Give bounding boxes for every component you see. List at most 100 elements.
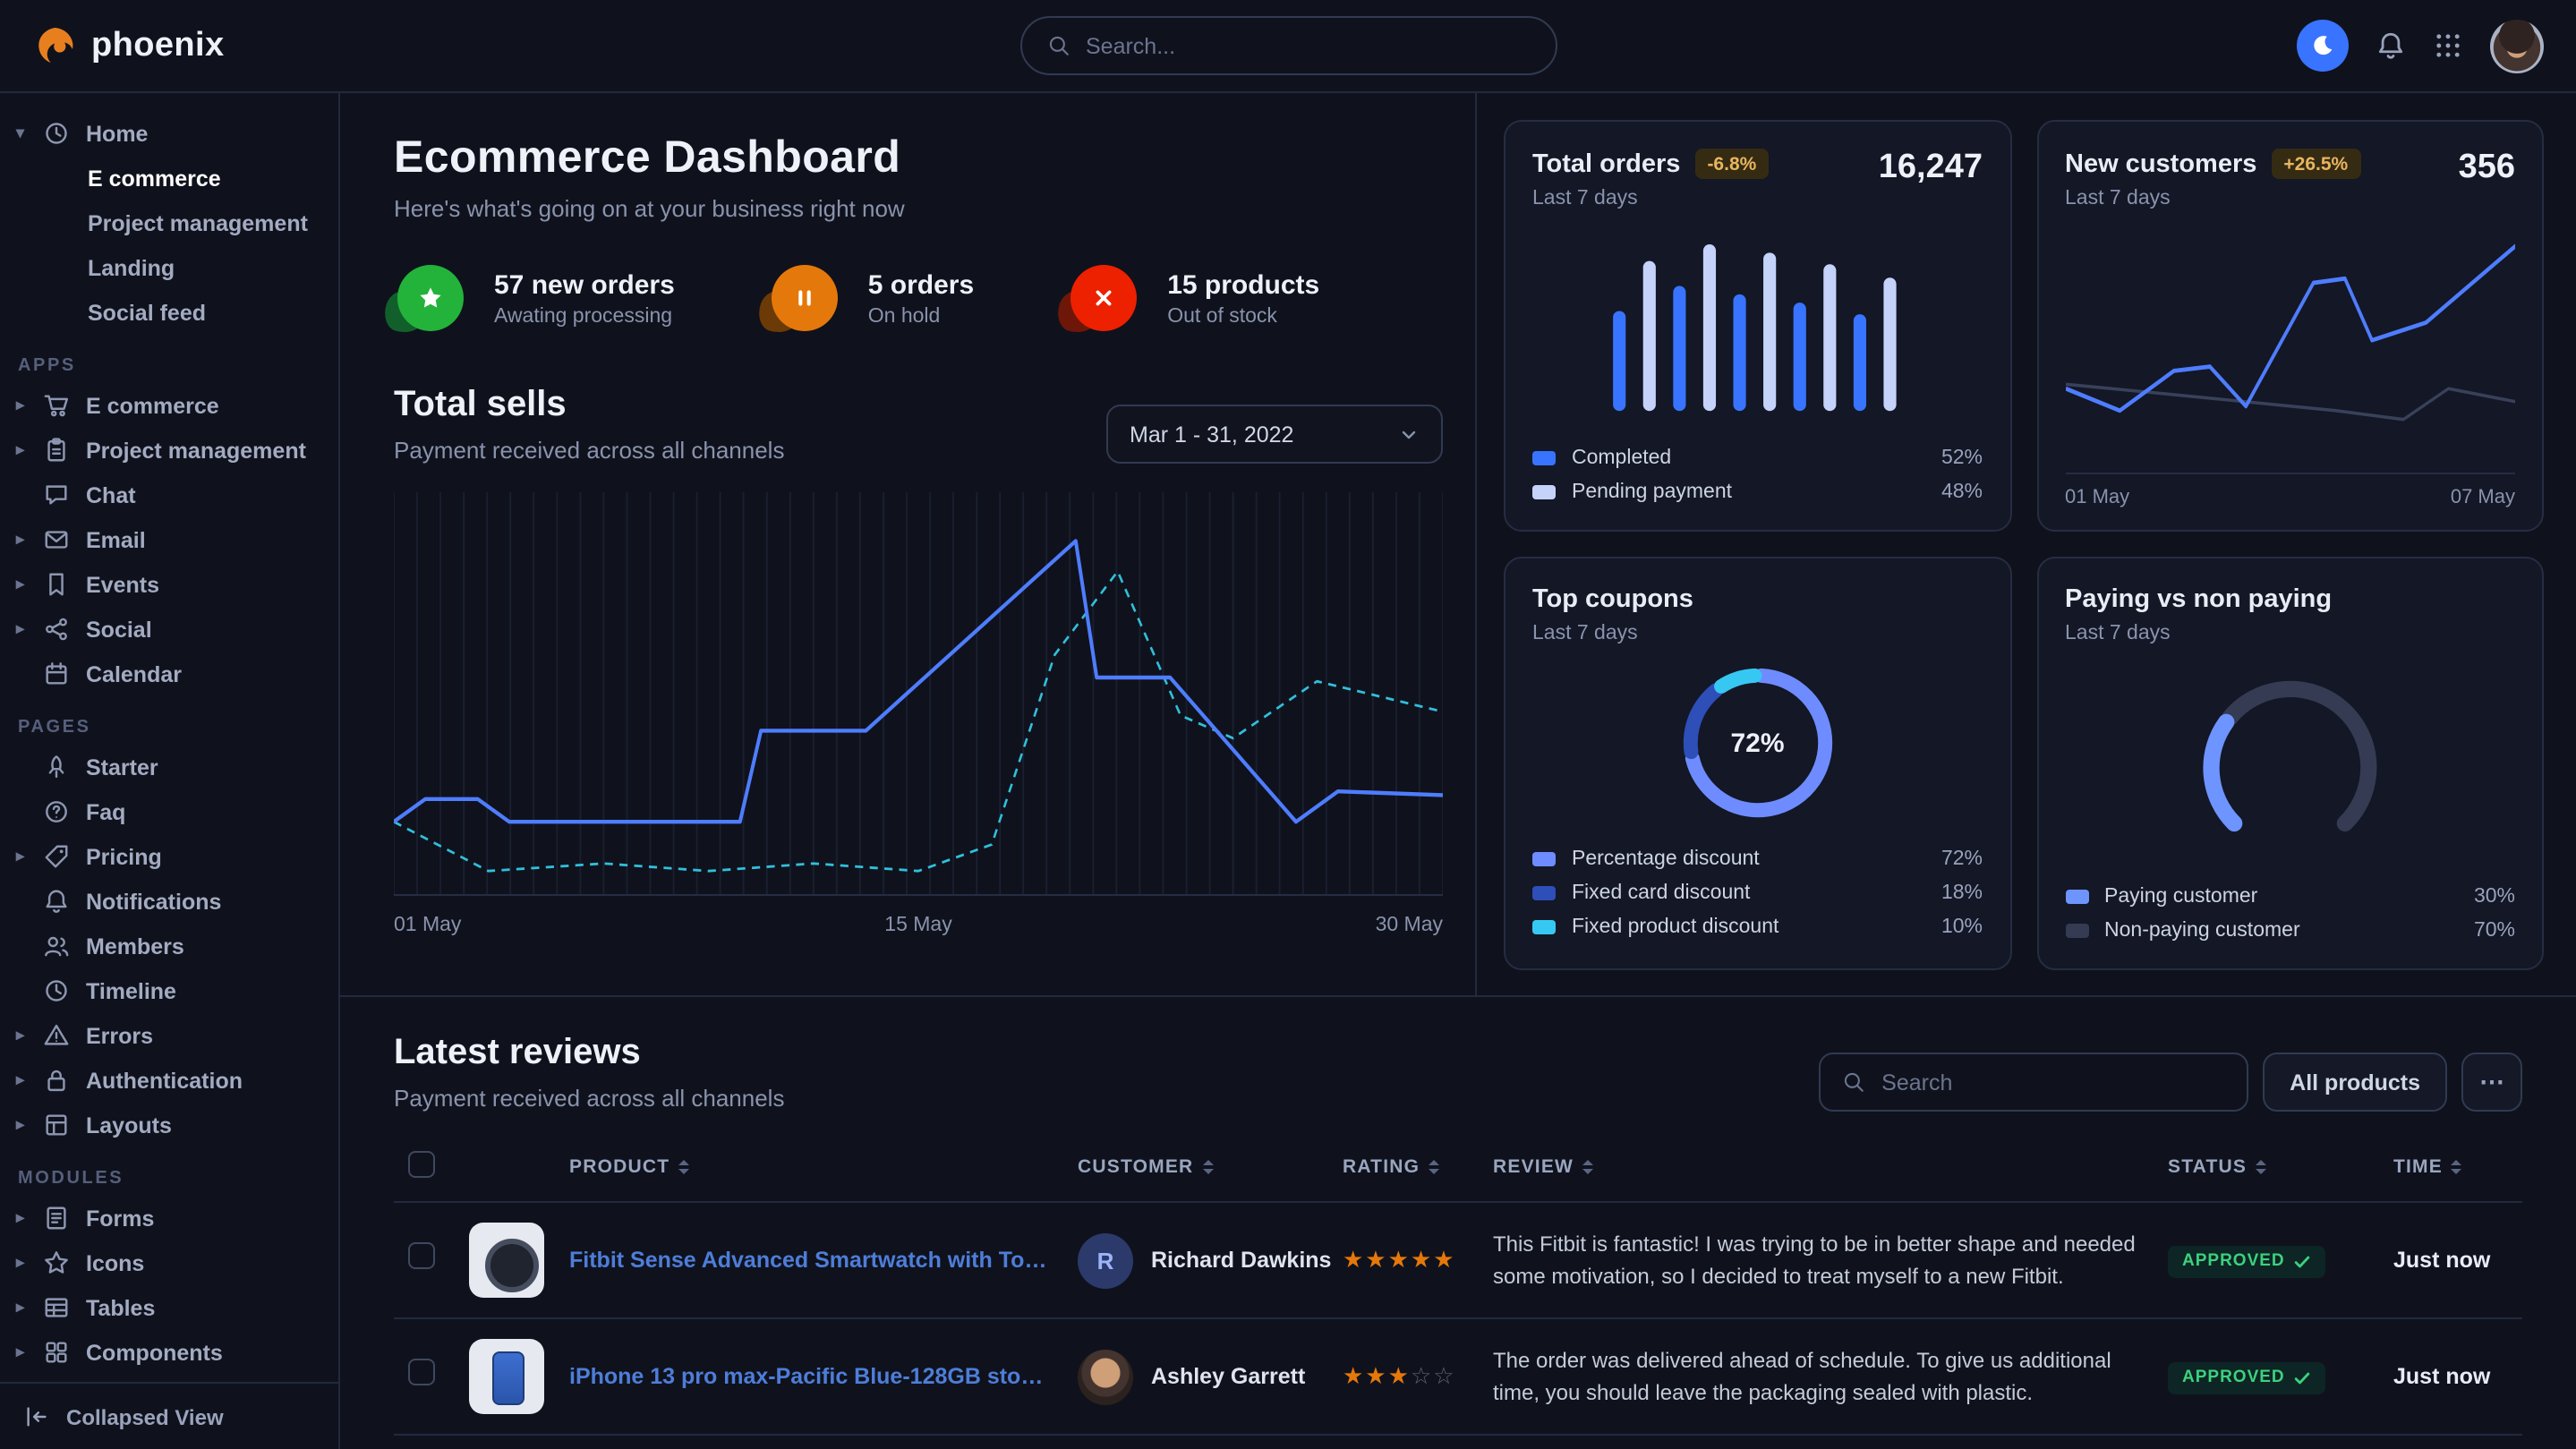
sidebar-item-forms[interactable]: ▸ Forms [0,1196,338,1240]
sidebar-item-landing[interactable]: Landing [88,255,175,280]
product-link[interactable]: Fitbit Sense Advanced Smartwatch with To… [569,1248,1049,1273]
orders-bar-chart-svg [1612,243,1897,411]
customer-cell[interactable]: Ashley Garrett [1078,1349,1314,1404]
caret-right-icon: ▸ [16,575,25,592]
column-header-customer[interactable]: CUSTOMER [1063,1137,1328,1202]
legend-label: Fixed product discount [1572,916,1779,937]
notifications-button[interactable] [2376,30,2406,61]
caret-right-icon: ▸ [16,440,25,458]
sidebar-item-label: Timeline [86,978,176,1003]
sidebar-item-project-management[interactable]: Project management [88,210,308,235]
date-range-select[interactable]: Mar 1 - 31, 2022 [1106,405,1443,464]
brand-logo[interactable]: phoenix [32,23,225,68]
legend-swatch [1532,919,1556,933]
stat-icon [1070,265,1138,331]
change-badge: -6.8% [1694,149,1770,179]
sidebar-item-pricing[interactable]: ▸ Pricing [0,834,338,879]
sidebar-item-layouts[interactable]: ▸ Layouts [0,1103,338,1147]
sidebar-item-chat[interactable]: Chat [0,473,338,517]
sidebar-item-events[interactable]: ▸ Events [0,562,338,607]
question-icon [43,798,70,825]
sidebar-item-label: Members [86,933,184,959]
table-row: iPhone 13 pro max-Pacific Blue-128GB sto… [394,1317,2522,1435]
sidebar-item-authentication[interactable]: ▸ Authentication [0,1058,338,1103]
sort-icon [2256,1160,2267,1174]
table-row [394,1434,2522,1449]
sidebar-item-tables[interactable]: ▸ Tables [0,1285,338,1330]
sidebar-item-label: Authentication [86,1068,243,1093]
sidebar-item-email[interactable]: ▸ Email [0,517,338,562]
column-header-time[interactable]: TIME [2379,1137,2522,1202]
caret-down-icon: ▾ [16,124,25,141]
sidebar-item-starter[interactable]: Starter [0,745,338,789]
sidebar-item-notifications[interactable]: Notifications [0,879,338,924]
review-text: This Fitbit is fantastic! I was trying t… [1493,1232,2136,1289]
product-image [469,1339,544,1414]
sidebar-item-timeline[interactable]: Timeline [0,968,338,1013]
stat-out-of-stock: 15 products Out of stock [1070,265,1319,331]
sidebar-item-social-feed[interactable]: Social feed [88,300,206,325]
user-avatar[interactable] [2490,19,2544,72]
sidebar-item-faq[interactable]: Faq [0,789,338,834]
row-checkbox[interactable] [408,1359,435,1385]
select-all-checkbox[interactable] [408,1151,435,1178]
legend-swatch [1532,450,1556,465]
sidebar-item-components[interactable]: ▸ Components [0,1330,338,1375]
theme-toggle-button[interactable] [2297,20,2349,72]
sidebar-item-calendar[interactable]: Calendar [0,652,338,696]
collapse-icon [23,1403,50,1430]
row-checkbox[interactable] [408,1242,435,1269]
sidebar-item-icons[interactable]: ▸ Icons [0,1240,338,1285]
legend-swatch [1532,484,1556,499]
reviews-header: Latest reviews Payment received across a… [394,1033,2522,1112]
grid-icon [2433,30,2463,61]
card-period: Last 7 days [1532,623,1638,644]
sidebar-item-label: Tables [86,1295,156,1320]
sidebar-item-project-management[interactable]: ▸ Project management [0,428,338,473]
more-options-button[interactable]: ⋯ [2461,1053,2522,1112]
sidebar-item-social[interactable]: ▸ Social [0,607,338,652]
column-header-status[interactable]: STATUS [2154,1137,2379,1202]
global-search[interactable] [1019,16,1557,75]
customer-name: Richard Dawkins [1151,1248,1332,1273]
global-search-input[interactable] [1086,33,1530,58]
all-products-button[interactable]: All products [2263,1053,2447,1112]
reviews-controls: All products ⋯ [1819,1053,2522,1112]
reviews-search-input[interactable] [1881,1070,2226,1095]
column-header-product[interactable]: PRODUCT [455,1137,1063,1202]
stat-awating-processing: 57 new orders Awating processing [397,265,675,331]
page-subtitle: Here's what's going on at your business … [394,195,905,222]
coupons-donut-svg [1683,668,1832,818]
customer-cell[interactable]: R Richard Dawkins [1078,1232,1331,1288]
sidebar-item-label: Pricing [86,844,162,869]
column-header-rating[interactable]: RATING [1328,1137,1479,1202]
clock-icon [43,120,70,147]
card-title: New customers [2065,149,2257,178]
legend-value: 72% [1941,848,1983,869]
legend-value: 70% [2473,919,2515,941]
sidebar-item-e-commerce[interactable]: E commerce [88,166,221,191]
collapse-sidebar-button[interactable]: Collapsed View [0,1382,338,1449]
caret-right-icon: ▸ [16,1115,25,1133]
kpi-cards-grid: Total orders -6.8% Last 7 days 16,247 Co… [1477,93,2576,995]
change-badge: +26.5% [2271,149,2361,179]
column-header-review[interactable]: REVIEW [1479,1137,2154,1202]
sidebar-item-e-commerce[interactable]: ▸ E commerce [0,383,338,428]
legend-swatch [1532,851,1556,865]
star-solid-icon [417,285,444,311]
apps-menu-button[interactable] [2433,30,2463,61]
sidebar-item-home[interactable]: ▾ Home [0,111,338,156]
legend-label: Percentage discount [1572,848,1760,869]
sidebar-item-members[interactable]: Members [0,924,338,968]
bookmark-icon [43,571,70,598]
mail-icon [43,526,70,553]
stat-value: 5 orders [867,269,975,300]
reviews-search[interactable] [1819,1053,2249,1112]
reviews-table-body: Fitbit Sense Advanced Smartwatch with To… [394,1201,2522,1449]
legend-label: Pending payment [1572,481,1733,502]
legend-item-completed: Completed 52% [1532,440,1983,474]
product-link[interactable]: iPhone 13 pro max-Pacific Blue-128GB sto… [569,1364,1049,1389]
stats-row: 57 new orders Awating processing 5 orders O… [397,265,1443,331]
sidebar-item-errors[interactable]: ▸ Errors [0,1013,338,1058]
legend-label: Paying customer [2104,885,2258,907]
